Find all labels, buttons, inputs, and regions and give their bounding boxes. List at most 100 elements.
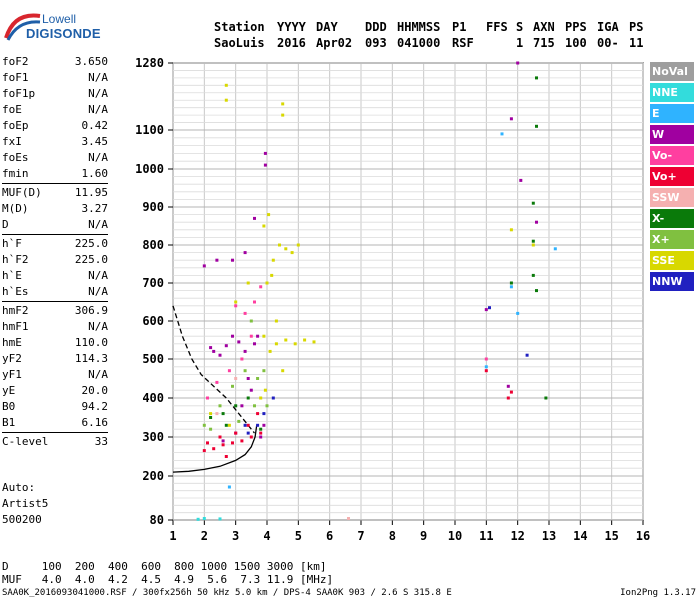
echo-point-vo [243, 311, 247, 315]
echo-point-w [215, 258, 219, 262]
echo-point-x [243, 369, 247, 373]
param-value: N/A [88, 368, 108, 381]
echo-point-x [209, 416, 213, 419]
x-tick-label: 2 [201, 529, 208, 543]
hdr-label-hhmmss: HHMMSS [397, 20, 441, 34]
scaled-parameters-panel: foF2 3.650 foF1 N/A foF1p N/A foE N/A foEp 0.42 fx… [2, 54, 108, 450]
hdr-value-time: 041000 [397, 36, 441, 50]
param-row: C-level 33 [2, 434, 108, 450]
param-separator [2, 234, 108, 235]
echo-point-x [209, 427, 213, 431]
hdr-label-p1: P1 [452, 20, 467, 34]
autoscaling-info: Auto: Artist5 500200 [2, 480, 48, 528]
echo-point-w [231, 334, 234, 338]
echo-point-sse [290, 251, 294, 255]
param-label: yF1 [2, 368, 22, 381]
echo-point-vo [227, 369, 231, 373]
echo-point-w [243, 251, 247, 255]
hdr-value-ps: 11 [629, 36, 644, 50]
y-tick-label: 400 [142, 391, 164, 405]
echo-point-nne [202, 517, 206, 520]
echo-point-e [227, 485, 231, 489]
param-row: fxI 3.45 [2, 134, 108, 150]
echo-point-x [249, 319, 253, 323]
param-value: 11.95 [74, 186, 108, 199]
muf-table-muf: MUF 4.0 4.0 4.2 4.5 4.9 5.6 7.3 11.9 [MH… [2, 573, 334, 586]
muf-table-distance: D 100 200 400 600 800 1000 1500 3000 [km… [2, 560, 327, 573]
param-separator [2, 301, 108, 302]
param-label: C-level [2, 435, 49, 448]
param-label: M(D) [2, 202, 29, 215]
echo-point-nne [196, 517, 200, 521]
echo-point-w [535, 220, 538, 224]
param-row: yF1 N/A [2, 367, 108, 383]
param-value: 225.0 [74, 253, 108, 266]
echo-point-w [231, 258, 234, 262]
param-row: h`F2 225.0 [2, 252, 108, 268]
echo-point-nnw [256, 423, 260, 427]
param-label: h`F [2, 237, 22, 250]
echo-point-sse [312, 340, 316, 344]
param-label: foE [2, 103, 22, 116]
echo-point-vo [249, 435, 253, 439]
x-tick-label: 7 [357, 529, 364, 543]
param-row: foF1 N/A [2, 70, 108, 86]
param-label: fxI [2, 135, 22, 148]
polarization-legend: NoVal NNE E W Vo- Vo+ SSW X- X+ SSE NNW [650, 62, 694, 293]
param-value: 0.42 [81, 119, 109, 132]
echo-point-vo [246, 423, 250, 427]
echo-point-w [218, 353, 222, 357]
param-value: 33 [94, 435, 108, 448]
param-value: 114.3 [74, 352, 108, 365]
param-row: yE 20.0 [2, 383, 108, 399]
param-value: N/A [88, 151, 108, 164]
param-label: foF1p [2, 87, 36, 100]
echo-point-x [531, 201, 535, 205]
x-tick-label: 6 [326, 529, 333, 543]
y-tick-label: 300 [142, 430, 164, 444]
echo-point-sse [209, 412, 213, 416]
echo-point-sse [234, 300, 238, 304]
echo-point-x [535, 124, 538, 128]
echo-point-x [544, 396, 548, 400]
echo-point-sse [270, 273, 274, 277]
echo-point-sse [262, 224, 266, 228]
hdr-label-ps: PS [629, 20, 644, 34]
param-value: 3.27 [81, 202, 109, 215]
y-tick-label: 1280 [135, 56, 164, 70]
param-value: 110.0 [74, 336, 108, 349]
echo-point-nnw [246, 431, 250, 435]
echo-point-vo [259, 431, 263, 435]
param-label: hmF2 [2, 304, 29, 317]
echo-point-x [221, 412, 225, 416]
echo-point-e [516, 311, 520, 315]
y-tick-label: 200 [142, 469, 164, 483]
echo-point-vo [221, 443, 225, 447]
echo-point-vo [253, 300, 256, 304]
param-label: h`Es [2, 285, 29, 298]
echo-point-w [262, 423, 266, 427]
hdr-label-day: DAY [316, 20, 338, 34]
x-tick-label: 4 [263, 529, 270, 543]
y-tick-label: 700 [142, 276, 164, 290]
param-row: foE N/A [2, 102, 108, 118]
y-tick-label: 1000 [135, 162, 164, 176]
echo-point-x [259, 427, 263, 431]
x-tick-label: 10 [448, 529, 462, 543]
param-row: h`Es N/A [2, 284, 108, 300]
echo-point-x [237, 419, 241, 423]
logo-digisonde: DIGISONDE [26, 26, 101, 41]
param-row: D N/A [2, 217, 108, 233]
echo-point-e [484, 365, 488, 369]
echo-point-sse [281, 102, 285, 106]
echo-point-vo [215, 380, 219, 384]
param-value: 225.0 [74, 237, 108, 250]
hdr-value-s: 1 [516, 36, 524, 50]
x-tick-label: 15 [604, 529, 618, 543]
param-value: 3.45 [81, 135, 109, 148]
hdr-value-year: 2016 [277, 36, 306, 50]
echo-point-w [484, 308, 488, 312]
param-label: foEs [2, 151, 29, 164]
hdr-label-iga: IGA [597, 20, 619, 34]
